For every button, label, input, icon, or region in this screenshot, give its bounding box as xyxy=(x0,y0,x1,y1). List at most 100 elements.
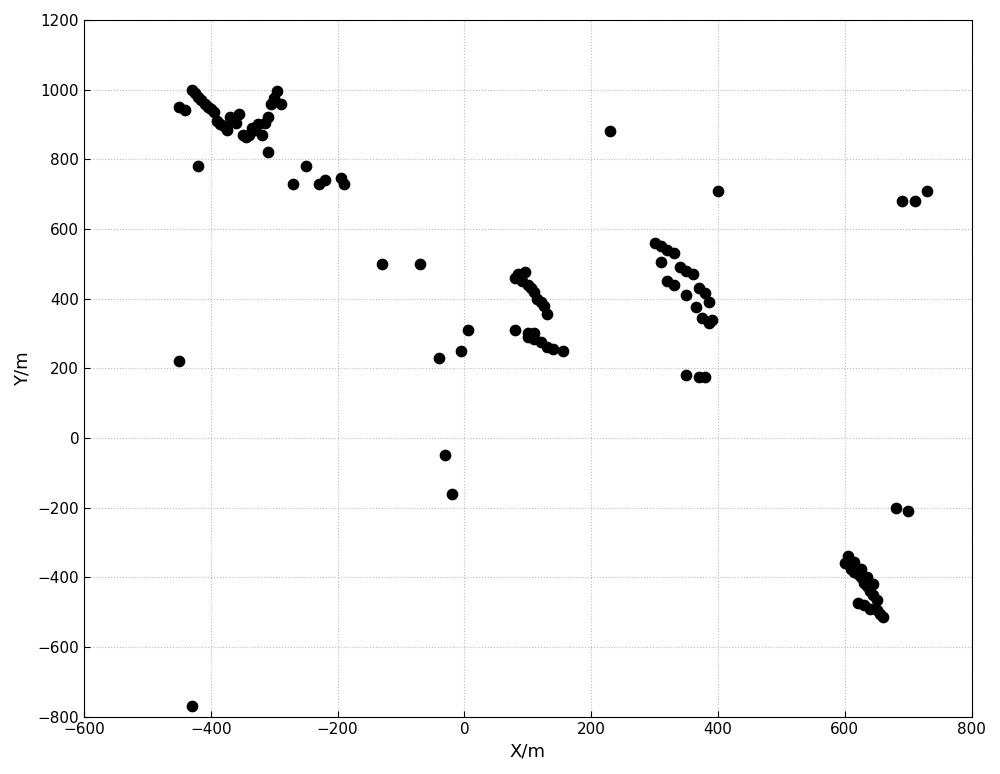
Point xyxy=(254,128,270,141)
Point xyxy=(545,343,561,355)
Point xyxy=(444,488,460,500)
Point xyxy=(212,118,228,131)
Point xyxy=(539,341,555,354)
Point xyxy=(919,184,935,197)
Point xyxy=(298,160,314,173)
Point xyxy=(241,128,257,141)
Point xyxy=(647,237,663,249)
X-axis label: X/m: X/m xyxy=(510,742,546,760)
Point xyxy=(536,300,552,312)
Point xyxy=(862,602,878,615)
Point xyxy=(285,177,301,190)
Point xyxy=(431,351,447,364)
Point xyxy=(238,130,254,142)
Point xyxy=(209,115,225,127)
Point xyxy=(520,279,536,291)
Point xyxy=(653,240,669,252)
Y-axis label: Y/m: Y/m xyxy=(14,351,32,385)
Point xyxy=(311,177,327,190)
Point xyxy=(520,330,536,343)
Point xyxy=(533,336,549,348)
Point xyxy=(526,333,542,345)
Point xyxy=(216,120,232,132)
Point xyxy=(269,85,285,98)
Point xyxy=(653,256,669,269)
Point xyxy=(171,101,187,113)
Point xyxy=(840,550,856,563)
Point xyxy=(850,598,866,610)
Point xyxy=(193,94,209,106)
Point xyxy=(672,261,688,273)
Point xyxy=(853,571,869,584)
Point xyxy=(177,104,193,117)
Point xyxy=(678,265,694,277)
Point xyxy=(865,578,881,591)
Point xyxy=(333,173,349,185)
Point xyxy=(678,369,694,382)
Point xyxy=(374,258,390,270)
Point xyxy=(850,567,866,580)
Point xyxy=(231,108,247,120)
Point xyxy=(507,272,523,284)
Point xyxy=(907,195,923,207)
Point xyxy=(514,275,530,287)
Point xyxy=(894,195,910,207)
Point xyxy=(701,317,717,329)
Point xyxy=(200,101,216,113)
Point xyxy=(691,282,707,294)
Point xyxy=(263,98,279,110)
Point xyxy=(862,585,878,598)
Point xyxy=(846,566,862,578)
Point xyxy=(869,604,885,617)
Point xyxy=(666,279,682,291)
Point xyxy=(691,371,707,383)
Point xyxy=(555,344,571,357)
Point xyxy=(235,128,251,141)
Point xyxy=(266,92,282,104)
Point xyxy=(539,308,555,320)
Point xyxy=(184,700,200,712)
Point xyxy=(856,599,872,611)
Point xyxy=(273,98,289,110)
Point xyxy=(900,505,916,517)
Point xyxy=(523,282,539,294)
Point xyxy=(856,577,872,589)
Point xyxy=(187,87,203,99)
Point xyxy=(846,556,862,568)
Point xyxy=(197,98,213,110)
Point xyxy=(678,289,694,301)
Point xyxy=(219,123,235,135)
Point xyxy=(704,313,720,326)
Point xyxy=(666,247,682,259)
Point xyxy=(694,312,710,324)
Point xyxy=(437,449,453,461)
Point xyxy=(206,106,222,118)
Point xyxy=(859,580,875,592)
Point xyxy=(875,611,891,624)
Point xyxy=(317,174,333,187)
Point xyxy=(697,287,713,300)
Point xyxy=(529,293,545,305)
Point xyxy=(710,184,726,197)
Point xyxy=(250,118,266,131)
Point xyxy=(225,115,241,127)
Point xyxy=(228,116,244,128)
Point xyxy=(244,122,260,134)
Point xyxy=(507,324,523,336)
Point xyxy=(171,355,187,368)
Point xyxy=(526,286,542,298)
Point xyxy=(460,324,476,336)
Point xyxy=(869,594,885,606)
Point xyxy=(659,244,675,256)
Point xyxy=(688,301,704,313)
Point xyxy=(533,296,549,308)
Point xyxy=(872,608,888,620)
Point xyxy=(659,275,675,287)
Point xyxy=(520,327,536,340)
Point xyxy=(260,111,276,124)
Point xyxy=(453,344,469,357)
Point xyxy=(190,160,206,173)
Point xyxy=(888,502,904,514)
Point xyxy=(257,116,273,128)
Point xyxy=(859,571,875,584)
